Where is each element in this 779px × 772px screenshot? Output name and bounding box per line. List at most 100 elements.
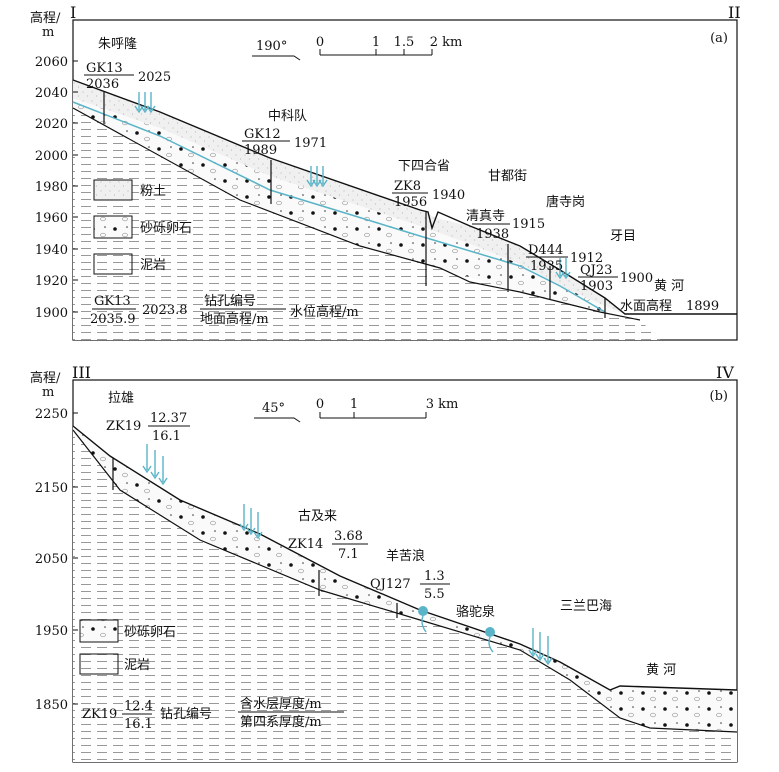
legend-swatch-gravel xyxy=(79,619,119,643)
key-ground-elevation: 2035.9 xyxy=(90,312,136,327)
key-water-elevation: 2023.8 xyxy=(142,303,188,318)
panel-a: 2060 2040 2020 2000 1980 1960 1940 1920 … xyxy=(30,3,741,341)
panel-a-silt xyxy=(73,80,625,314)
place-label: 清真寺 xyxy=(466,209,505,224)
aquifer-thickness: 12.37 xyxy=(150,411,187,426)
panel-a-gravel xyxy=(73,98,625,312)
y-tick: 2150 xyxy=(35,481,68,496)
key-aquifer-thickness: 12.4 xyxy=(124,699,153,714)
spring-icon xyxy=(485,627,495,653)
y-axis-unit: m xyxy=(42,25,54,40)
borehole-label: GK12 1989 1971 xyxy=(242,127,327,158)
place-label: 骆驼泉 xyxy=(456,604,495,620)
legend-swatch-mudstone xyxy=(79,653,119,675)
borehole-label: ZK19 12.37 16.1 xyxy=(106,411,190,444)
key-quaternary-thickness: 16.1 xyxy=(124,717,153,732)
orientation-label: 190° xyxy=(256,39,287,54)
recharge-arrows-icon xyxy=(134,92,571,280)
y-axis-title: 高程/ xyxy=(30,10,61,26)
key-desc: 地面高程/m xyxy=(200,311,269,327)
borehole-label: QJ23 1903 1900 xyxy=(578,263,653,294)
borehole-id: D444 xyxy=(528,243,563,258)
y-axis-title: 高程/ xyxy=(30,370,61,386)
water-level-label: 水面高程 xyxy=(620,298,672,314)
water-elevation: 2025 xyxy=(138,70,171,85)
borehole-label: ZK14 3.68 7.1 xyxy=(288,529,368,562)
y-tick: 2020 xyxy=(35,117,68,132)
y-tick: 2250 xyxy=(35,407,68,422)
legend-label: 粉土 xyxy=(140,184,166,199)
scale-tick: 1.5 xyxy=(394,35,415,50)
orientation-arrow-icon xyxy=(252,55,301,61)
borehole-label: ZK8 1956 1940 xyxy=(392,179,465,210)
panel-b: 2250 2150 2050 1950 1850 高程/ m III IV (b… xyxy=(30,363,738,763)
y-tick: 1850 xyxy=(35,698,68,713)
place-label: 古及来 xyxy=(298,509,337,524)
aquifer-thickness: 1.3 xyxy=(424,569,445,584)
panel-label: (b) xyxy=(710,389,728,404)
spring-icon xyxy=(418,606,428,633)
y-tick: 1920 xyxy=(35,274,68,289)
ground-elevation: 1935 xyxy=(530,259,563,274)
orientation-label: 45° xyxy=(262,401,285,416)
legend-label: 砂砾卵石 xyxy=(140,221,192,236)
place-label: 黄 河 xyxy=(646,663,676,678)
scale-tick: 0 xyxy=(316,35,324,50)
panel-a-legend: 粉土 砂砾卵石 泥岩 xyxy=(93,179,192,275)
ground-elevation: 2036 xyxy=(86,77,119,92)
scale-bar: 0 1 1.5 2 km xyxy=(316,35,463,56)
key-desc: 钻孔编号 xyxy=(160,707,212,722)
ground-elevation: 1903 xyxy=(580,279,613,294)
water-elevation: 1915 xyxy=(512,217,545,232)
panel-b-gravel xyxy=(73,426,737,732)
legend-label: 砂砾卵石 xyxy=(124,625,176,640)
panel-b-mudstone xyxy=(73,426,737,762)
y-tick: 1980 xyxy=(35,180,68,195)
y-tick: 1960 xyxy=(35,211,68,226)
place-label: 黄 河 xyxy=(654,279,684,294)
ground-elevation: 1989 xyxy=(244,143,277,158)
ground-elevation: 1956 xyxy=(394,195,427,210)
place-label: 三兰巴海 xyxy=(560,599,612,614)
borehole-id: QJ23 xyxy=(580,263,612,278)
place-label: 羊苦浪 xyxy=(386,548,425,564)
section-end-label: IV xyxy=(716,363,734,382)
borehole-label: GK13 2036 2025 xyxy=(84,61,171,92)
water-level-value: 1899 xyxy=(686,299,719,314)
place-label: 牙目 xyxy=(610,229,636,244)
legend-swatch-mudstone xyxy=(93,253,133,275)
scale-tick: 2 km xyxy=(430,35,463,50)
borehole-id: GK12 xyxy=(244,127,281,142)
panel-b-key: ZK19 12.4 16.1 钻孔编号 含水层厚度/m 第四系厚度/m xyxy=(82,696,344,732)
panel-a-groundwater xyxy=(72,101,606,313)
y-tick: 2050 xyxy=(35,552,68,567)
water-elevation: 1900 xyxy=(620,271,653,286)
panel-a-key: GK13 2035.9 2023.8 钻孔编号 地面高程/m 水位高程/m xyxy=(90,294,359,327)
borehole-label: D444 1935 1912 xyxy=(526,243,603,274)
key-desc: 含水层厚度/m xyxy=(240,696,322,712)
y-axis-unit: m xyxy=(42,385,54,400)
water-elevation: 1971 xyxy=(294,136,327,151)
legend-label: 泥岩 xyxy=(124,658,150,673)
place-label: 中科队 xyxy=(268,109,307,124)
scale-tick: 3 km xyxy=(426,397,459,412)
borehole-id: ZK8 xyxy=(394,179,421,194)
panel-label: (a) xyxy=(710,31,728,46)
place-label: 朱呼隆 xyxy=(98,37,137,52)
water-elevation: 1912 xyxy=(570,251,603,266)
panel-b-legend: 砂砾卵石 泥岩 xyxy=(79,619,176,675)
place-label: 唐寺岗 xyxy=(546,194,585,210)
legend-label: 泥岩 xyxy=(140,258,166,273)
legend-swatch-silt xyxy=(93,179,133,201)
place-label: 拉雄 xyxy=(108,391,134,406)
y-tick: 2060 xyxy=(35,55,68,70)
scale-tick: 1 xyxy=(372,35,380,50)
panel-b-gravel-base xyxy=(72,429,738,733)
scale-bar: 0 1 3 km xyxy=(316,397,459,419)
key-desc: 第四系厚度/m xyxy=(240,714,322,730)
scale-tick: 1 xyxy=(350,397,358,412)
panel-a-yaxis: 2060 2040 2020 2000 1980 1960 1940 1920 … xyxy=(30,10,78,321)
quaternary-thickness: 5.5 xyxy=(424,587,445,602)
